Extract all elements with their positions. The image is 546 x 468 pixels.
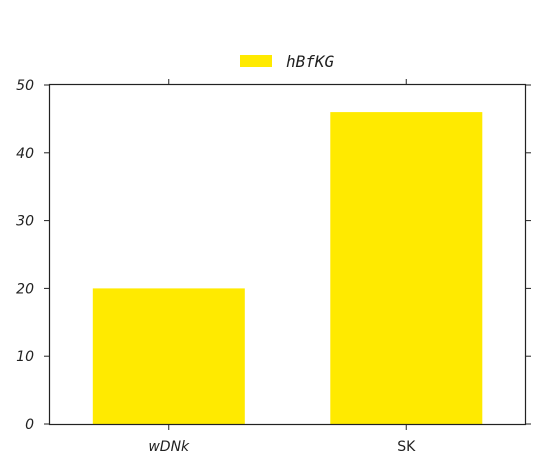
bars — [92, 112, 483, 424]
x-tick-label-SK: SK — [397, 439, 416, 455]
bar-wDNk — [92, 288, 245, 424]
legend-swatch — [240, 55, 272, 67]
y-tick-label-20: 20 — [16, 281, 34, 297]
bar-SK — [330, 112, 483, 424]
y-tick-label-30: 30 — [16, 214, 34, 230]
y-tick-label-40: 40 — [16, 146, 34, 162]
axis-labels: wDNk SK 0 10 20 30 40 50 — [16, 78, 416, 455]
legend-label: hBfKG — [286, 52, 335, 71]
legend: hBfKG — [240, 52, 335, 71]
y-tick-label-10: 10 — [16, 349, 34, 365]
y-tick-label-0: 0 — [25, 417, 34, 433]
y-tick-label-50: 50 — [16, 78, 34, 94]
plot-frame — [48, 83, 527, 426]
x-tick-label-wDNk: wDNk — [148, 439, 190, 455]
